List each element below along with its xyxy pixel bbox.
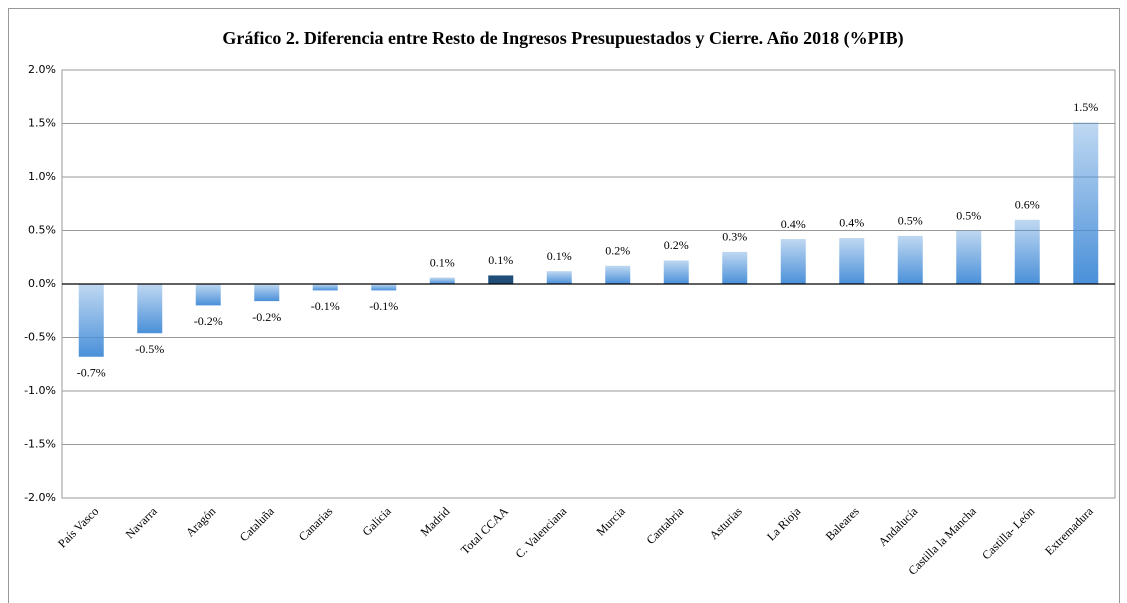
bar [722, 251, 748, 284]
chart-title: Gráfico 2. Diferencia entre Resto de Ing… [222, 28, 903, 49]
y-tick-label: -1.0% [24, 384, 56, 397]
y-tick-label: -0.5% [24, 331, 56, 344]
data-label: -0.2% [252, 310, 281, 324]
y-tick-label: 1.5% [28, 117, 56, 130]
data-label: 0.2% [605, 244, 630, 258]
y-tick-label: 1.0% [28, 170, 56, 183]
bar [137, 284, 163, 334]
data-label: 0.6% [1015, 198, 1040, 212]
data-label: 0.1% [547, 249, 572, 263]
bar [780, 239, 806, 284]
y-tick-label: 0.0% [28, 277, 56, 290]
data-label: 0.5% [956, 208, 981, 222]
y-tick-label: 2.0% [28, 63, 56, 76]
data-label: 0.3% [722, 230, 747, 244]
data-label: 0.1% [430, 255, 455, 269]
data-label: -0.7% [77, 366, 106, 380]
data-label: 0.4% [839, 216, 864, 230]
bar [897, 235, 923, 284]
bar [546, 271, 572, 284]
bar [312, 284, 338, 291]
data-label: -0.2% [194, 314, 223, 328]
chart-frame [8, 8, 1120, 603]
bar [956, 230, 982, 284]
bar [1014, 219, 1040, 284]
y-tick-label: -1.5% [24, 438, 56, 451]
bar [1073, 122, 1099, 285]
data-label: 0.1% [488, 253, 513, 267]
data-label: 0.2% [664, 238, 689, 252]
data-label: -0.1% [311, 299, 340, 313]
bar [605, 265, 631, 284]
bar [78, 284, 104, 357]
bar [663, 260, 689, 284]
bar [371, 284, 397, 291]
bar [254, 284, 280, 302]
bar [429, 277, 455, 284]
data-label: 0.4% [781, 217, 806, 231]
data-label: -0.5% [135, 342, 164, 356]
bar [839, 237, 865, 284]
data-label: 0.5% [898, 214, 923, 228]
data-label: -0.1% [369, 299, 398, 313]
bar [488, 275, 514, 284]
y-tick-label: 0.5% [28, 224, 56, 237]
bar [195, 284, 221, 306]
data-label: 1.5% [1073, 100, 1098, 114]
y-tick-label: -2.0% [24, 491, 56, 504]
